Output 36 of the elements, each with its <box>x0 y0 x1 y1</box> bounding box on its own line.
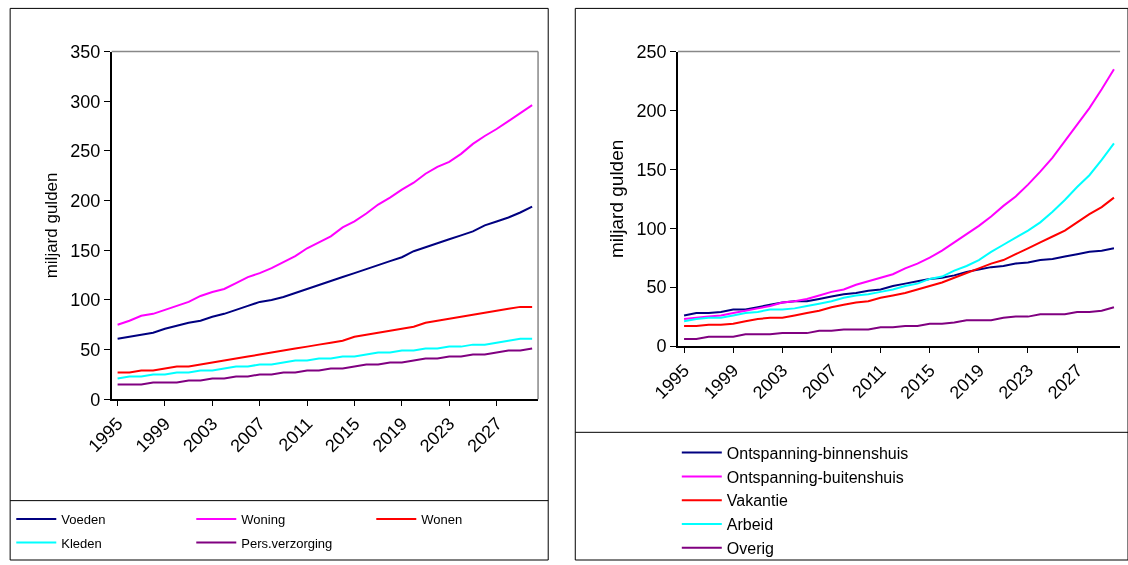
line-series <box>116 305 534 374</box>
y-tick-label: 50 <box>80 339 101 360</box>
y-tick-label: 250 <box>636 41 667 62</box>
line-series <box>683 247 1115 317</box>
legend-label: Kleden <box>61 535 102 551</box>
legend-label: Vakantie <box>726 492 788 510</box>
legend-label: Ontspanning-buitenshuis <box>726 468 904 486</box>
y-axis-title: miljard gulden <box>42 172 62 279</box>
y-tick-label: 100 <box>70 290 101 311</box>
legend-label: Overig <box>726 540 774 558</box>
line-series <box>116 347 534 386</box>
y-tick-label: 150 <box>70 240 101 261</box>
line-series <box>683 306 1115 341</box>
line-series <box>683 196 1115 328</box>
line-series <box>116 205 534 340</box>
y-tick-label: 0 <box>656 336 667 357</box>
y-tick-label: 250 <box>70 141 101 162</box>
y-tick-label: 100 <box>636 218 667 239</box>
y-tick-label: 350 <box>70 41 101 62</box>
line-series <box>683 142 1115 323</box>
y-tick-label: 300 <box>70 91 101 112</box>
y-axis-title: miljard gulden <box>605 139 627 258</box>
legend-label: Arbeid <box>726 516 774 534</box>
legend-label: Wonen <box>421 512 463 528</box>
y-tick-label: 200 <box>636 100 667 121</box>
legend-label: Pers.verzorging <box>241 535 333 551</box>
legend-label: Voeden <box>61 512 106 528</box>
y-tick-label: 150 <box>636 159 667 180</box>
line-series <box>683 68 1115 320</box>
y-tick-label: 0 <box>90 389 101 410</box>
y-tick-label: 50 <box>646 277 667 298</box>
line-series <box>116 337 534 380</box>
line-series <box>116 104 534 326</box>
legend-label: Woning <box>241 512 286 528</box>
legend-label: Ontspanning-binnenshuis <box>726 444 909 462</box>
y-tick-label: 200 <box>70 190 101 211</box>
